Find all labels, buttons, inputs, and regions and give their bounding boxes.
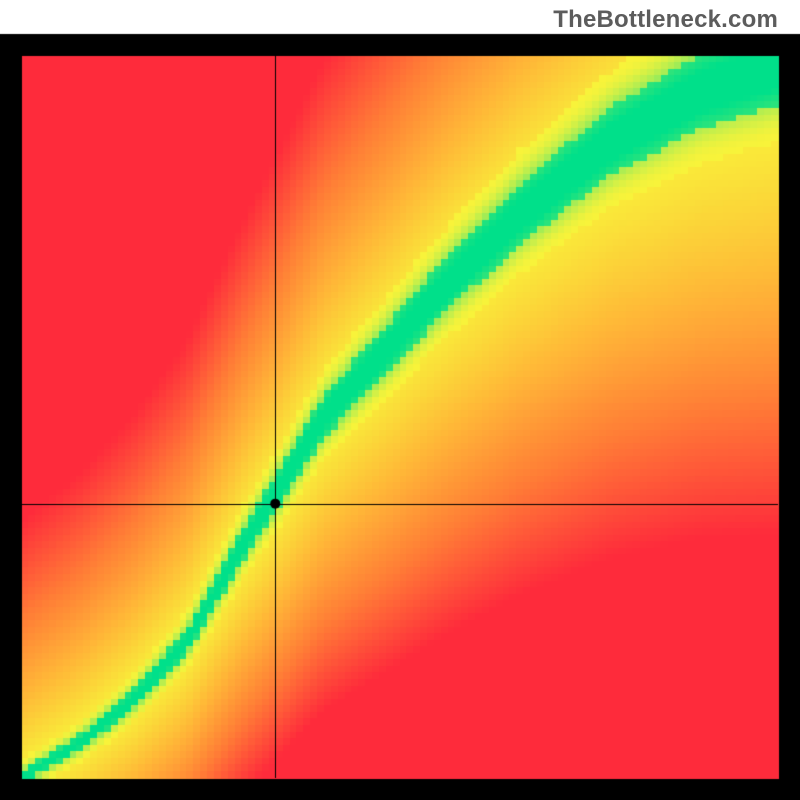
bottleneck-heatmap-canvas bbox=[0, 0, 800, 800]
watermark-text: TheBottleneck.com bbox=[553, 6, 778, 34]
chart-container: TheBottleneck.com bbox=[0, 0, 800, 800]
